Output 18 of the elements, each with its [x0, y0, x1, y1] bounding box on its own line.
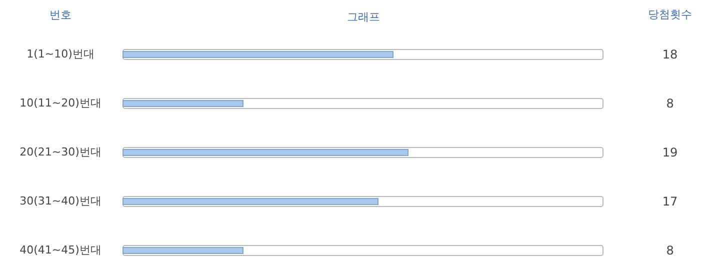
y-tick-label: 30(31~40)번대 — [20, 194, 102, 208]
text: 당첨횟수 — [648, 8, 692, 21]
y-axis-title: 번호 — [50, 8, 72, 22]
y-tick-label: 40(41~45)번대 — [20, 244, 102, 256]
bar — [122, 100, 244, 107]
bar — [122, 247, 244, 254]
data-label: 17 — [662, 194, 678, 208]
x-axis-title: 그래프 — [347, 10, 380, 24]
bar — [122, 51, 394, 58]
y-tick-label: 20(21~30)번대 — [20, 146, 102, 158]
bar — [122, 198, 378, 205]
data-label: 8 — [666, 244, 674, 258]
y-tick-label: 10(11~20)번대 — [20, 96, 102, 110]
data-label: 18 — [662, 48, 678, 62]
data-label: 8 — [666, 96, 674, 110]
bar — [122, 149, 408, 156]
y-tick-label: 1(1~10)번대 — [26, 48, 94, 60]
data-label: 19 — [662, 146, 678, 160]
